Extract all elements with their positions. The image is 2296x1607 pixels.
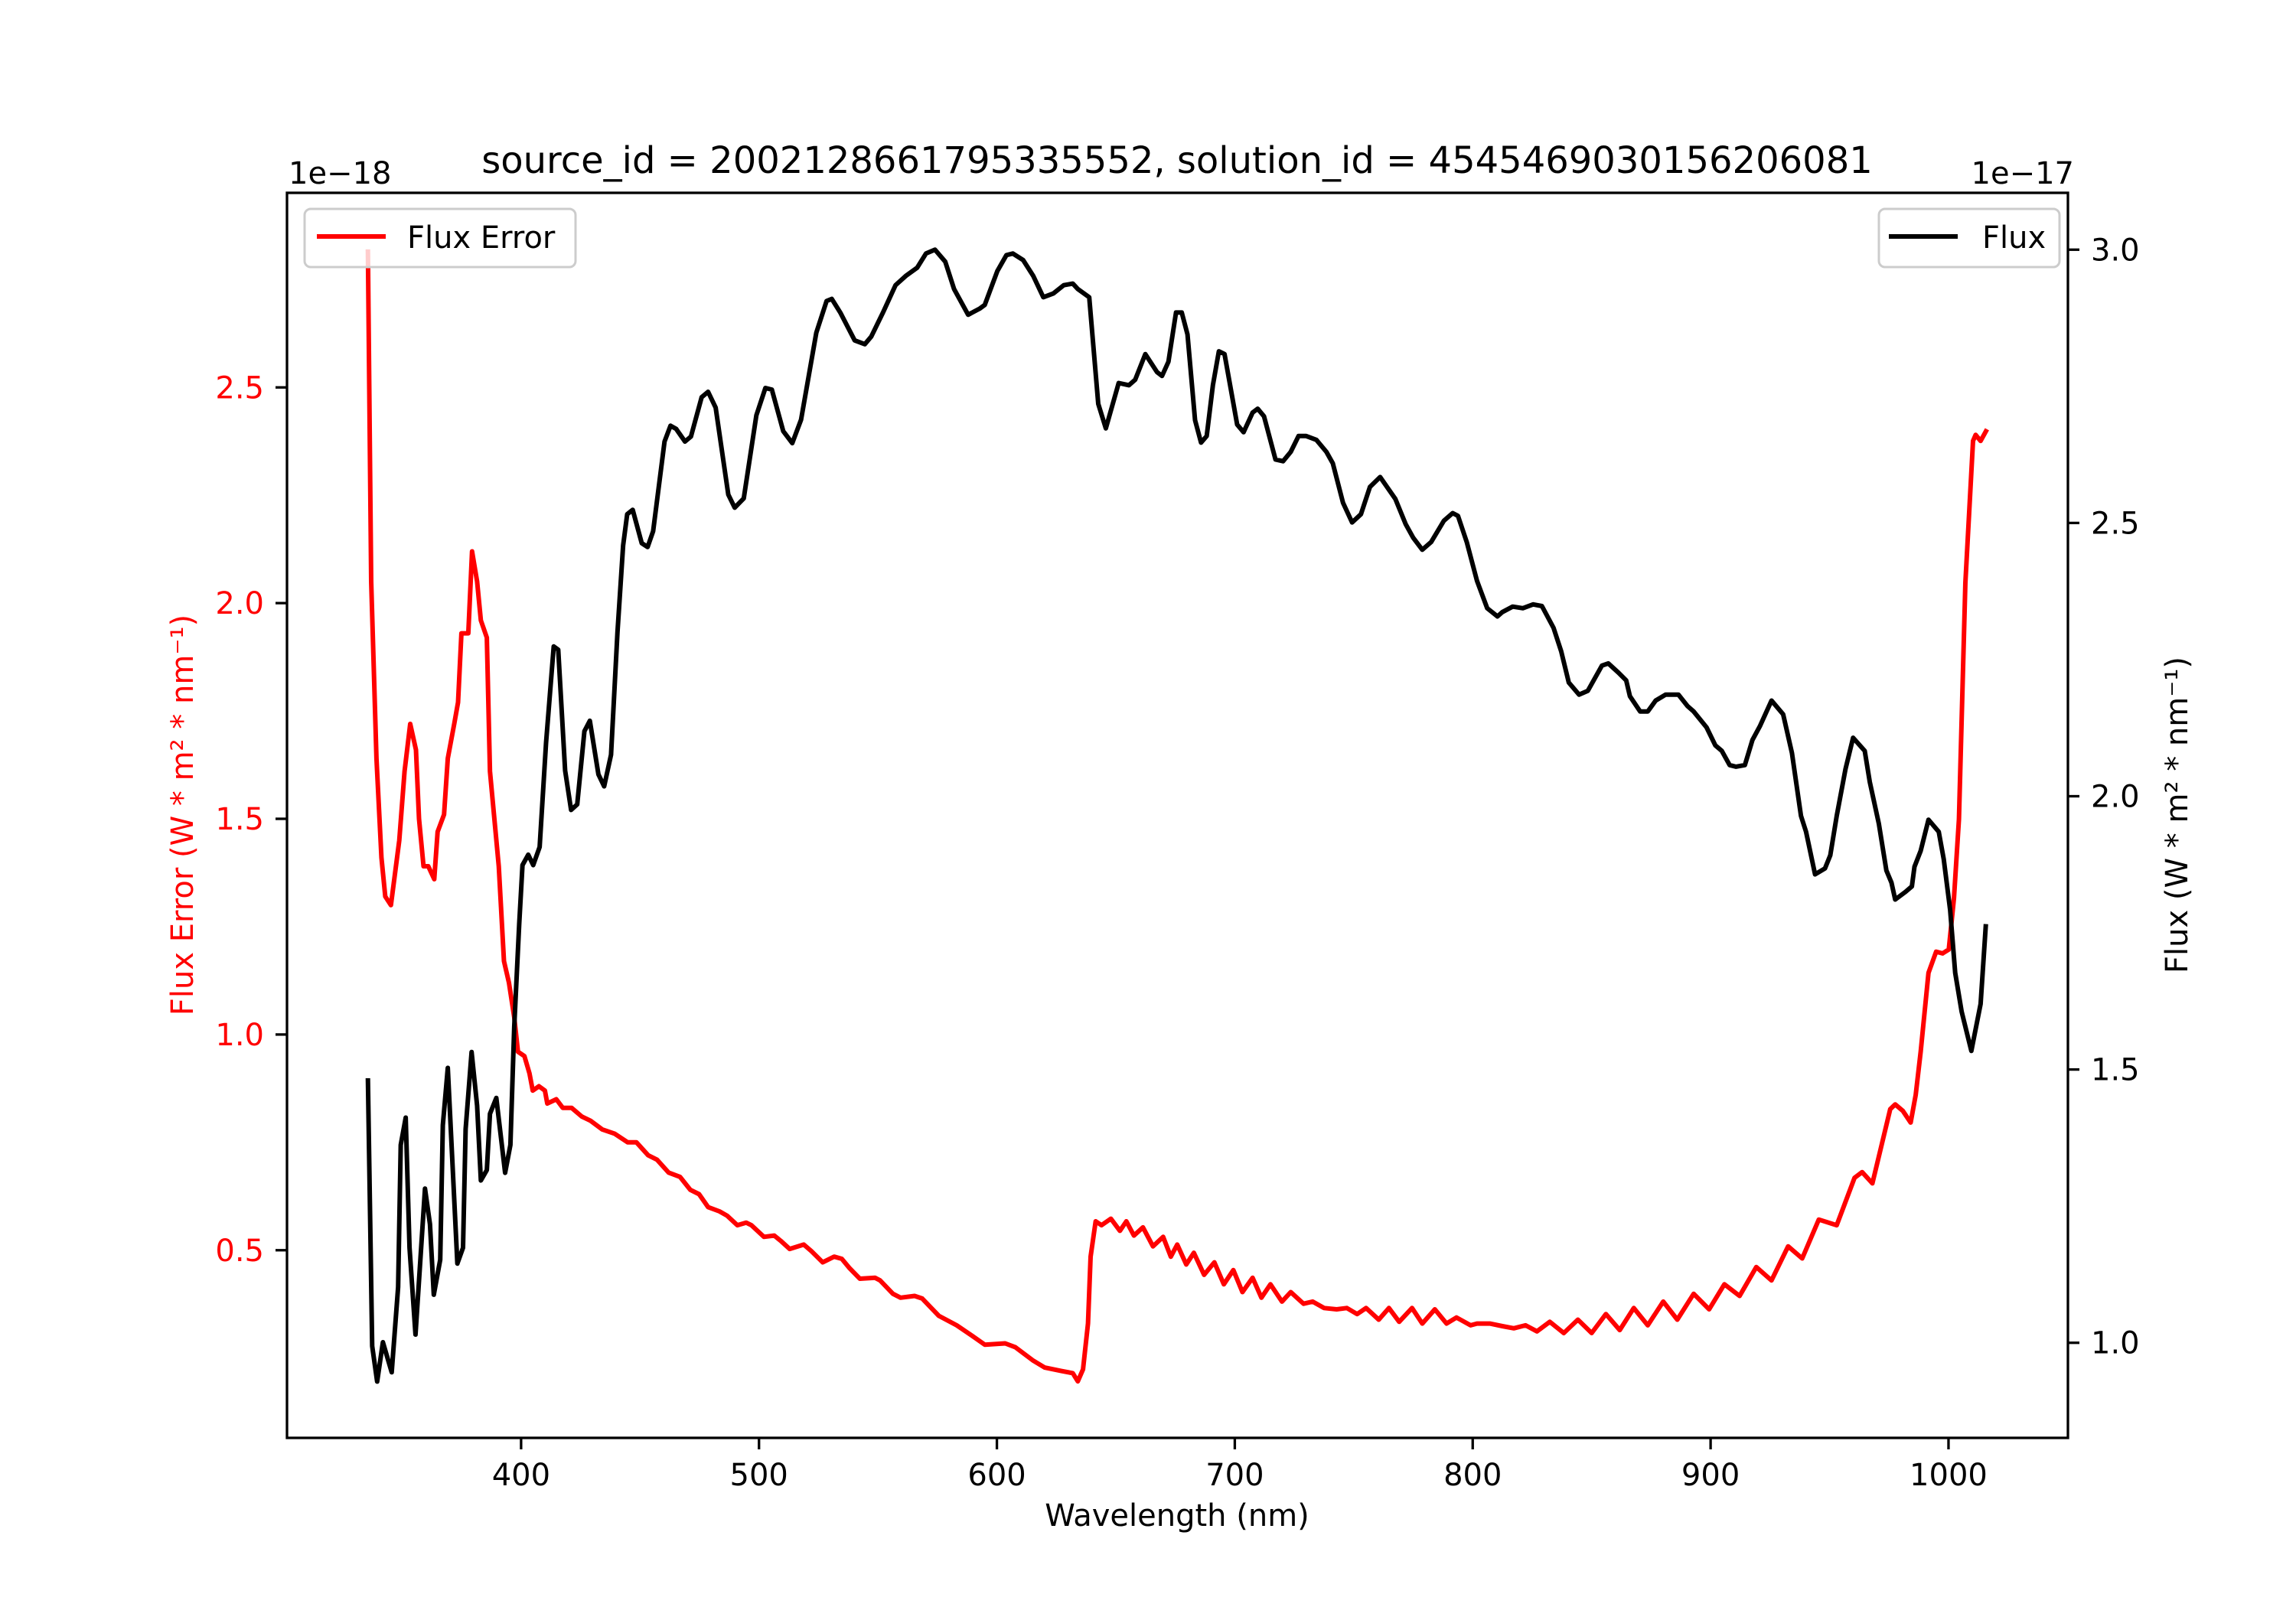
left-y-axis-label: Flux Error (W * m² * nm⁻¹): [165, 614, 201, 1015]
right-y-tick-label: 1.0: [2091, 1326, 2140, 1361]
legend-label-flux-error: Flux Error: [407, 220, 556, 256]
right-y-tick-label: 3.0: [2091, 233, 2140, 268]
x-axis-label: Wavelength (nm): [1045, 1498, 1309, 1534]
right-y-tick-label: 2.0: [2091, 780, 2140, 815]
left-y-tick-label: 0.5: [215, 1234, 264, 1269]
right-y-tick-label: 2.5: [2091, 506, 2140, 541]
x-tick-label: 400: [492, 1458, 550, 1493]
left-y-tick-label: 2.5: [215, 370, 264, 406]
series-line-flux: [365, 247, 1988, 1384]
x-tick-label: 700: [1205, 1458, 1264, 1493]
axes-layer: 400 500 600 700 800 900 1000 0.5 1.0 1.5 2.0 2.5 1.0…: [215, 191, 2140, 1493]
plot-frame: [285, 191, 2069, 1439]
legend-flux-error: Flux Error: [303, 207, 577, 269]
legend-box: [303, 207, 577, 269]
x-tick-label: 900: [1681, 1458, 1740, 1493]
legend-box: [1877, 207, 2061, 269]
legend-label-flux: Flux: [1982, 220, 2046, 256]
x-tick-label: 1000: [1910, 1458, 1988, 1493]
left-y-tick-label: 2.0: [215, 586, 264, 621]
legend-flux: Flux: [1877, 207, 2061, 269]
left-y-tick-label: 1.0: [215, 1018, 264, 1053]
chart-title: source_id = 2002128661795335552, solutio…: [481, 139, 1873, 182]
right-y-axis-label: Flux (W * m² * nm⁻¹): [2160, 657, 2195, 973]
right-axis-offset-text: 1e−17: [1971, 156, 2074, 191]
series-layer: [365, 247, 1989, 1384]
left-y-tick-label: 1.5: [215, 802, 264, 837]
left-axis-offset-text: 1e−18: [289, 156, 391, 191]
x-tick-label: 800: [1443, 1458, 1502, 1493]
right-y-tick-label: 1.5: [2091, 1053, 2140, 1088]
x-tick-label: 600: [967, 1458, 1026, 1493]
x-tick-label: 500: [730, 1458, 788, 1493]
